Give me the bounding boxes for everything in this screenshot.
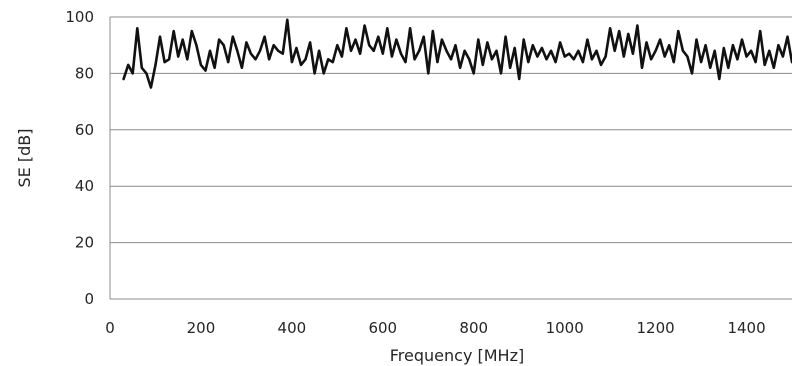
x-tick-label: 600 — [368, 319, 397, 337]
series-line-0 — [122, 18, 792, 89]
x-tick-labels: 0 200 400 600 800 1000 1200 1400 — [105, 319, 765, 337]
y-tick-label: 100 — [65, 8, 94, 26]
x-tick-label: 0 — [105, 319, 115, 337]
x-axis-title: Frequency [MHz] — [390, 346, 524, 365]
x-tick-label: 400 — [278, 319, 307, 337]
y-tick-label: 20 — [75, 234, 94, 252]
y-tick-label: 40 — [75, 177, 94, 195]
x-tick-label: 1000 — [546, 319, 584, 337]
y-tick-label: 60 — [75, 121, 94, 139]
x-tick-label: 1400 — [727, 319, 765, 337]
y-axis-title: SE [dB] — [15, 129, 34, 188]
series — [122, 18, 792, 89]
x-tick-label: 200 — [187, 319, 216, 337]
x-tick-label: 1200 — [637, 319, 675, 337]
y-tick-label: 0 — [84, 290, 94, 308]
gridlines — [110, 16, 792, 300]
y-tick-label: 80 — [75, 64, 94, 82]
y-tick-labels: 0 20 40 60 80 100 — [65, 8, 94, 308]
x-tick-label: 800 — [459, 319, 488, 337]
